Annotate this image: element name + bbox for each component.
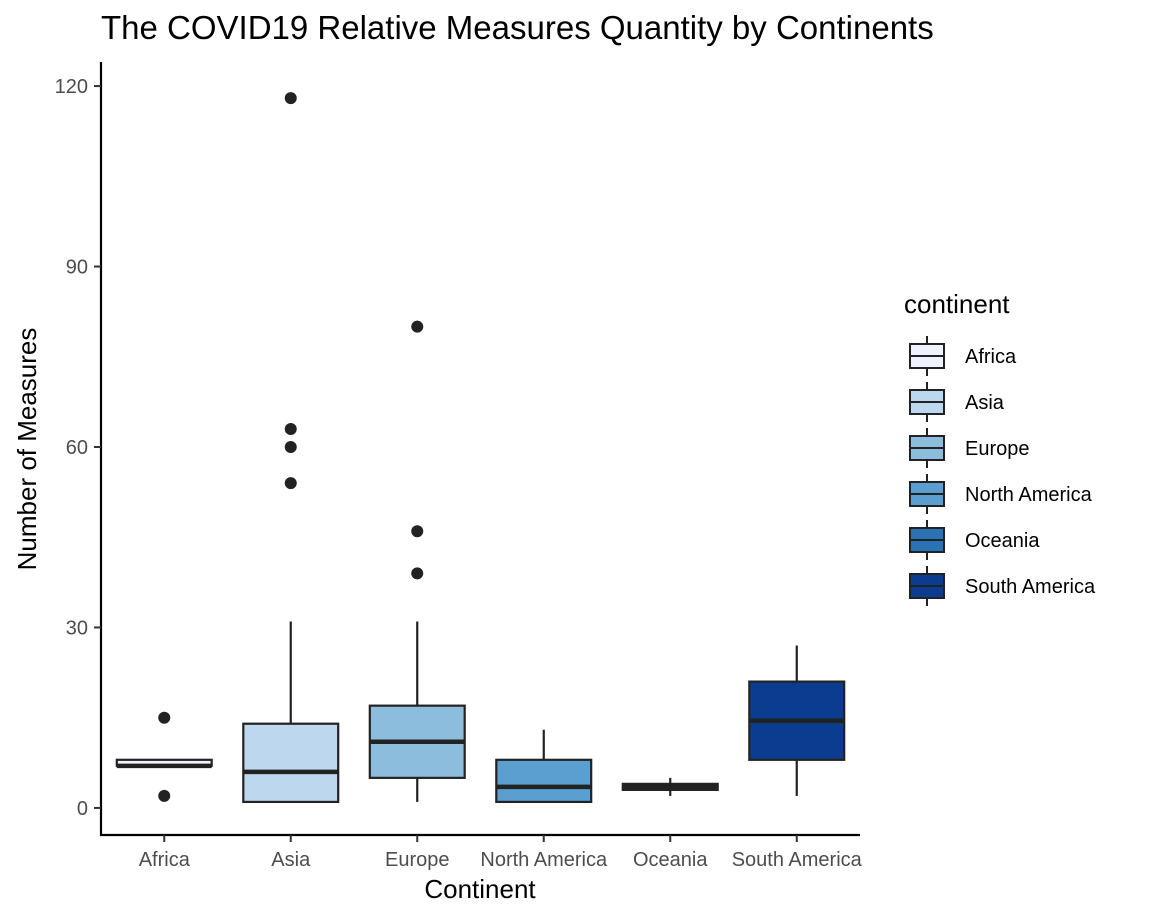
legend: Africa Asia Europe North America Oceania Sout… [909, 336, 1096, 606]
outlier-point [284, 92, 297, 105]
box-oceania [621, 777, 719, 796]
legend-label: Europe [965, 438, 1030, 460]
outlier-point [411, 320, 424, 333]
y-tick-label: 0 [77, 798, 88, 820]
x-tick-label: Oceania [633, 849, 708, 871]
x-axis-title: Continent [424, 874, 536, 904]
legend-label: Asia [965, 392, 1005, 414]
legend-item-north-america: North America [909, 474, 1093, 514]
outlier-point [284, 422, 297, 435]
outlier-point [411, 525, 424, 538]
chart-title: The COVID19 Relative Measures Quantity b… [101, 9, 934, 46]
legend-label: South America [965, 576, 1096, 598]
outlier-point [284, 477, 297, 490]
x-tick-label: Europe [385, 849, 450, 871]
x-tick-label: South America [732, 849, 863, 871]
y-tick-label: 90 [66, 257, 88, 279]
legend-item-oceania: Oceania [909, 520, 1040, 560]
y-tick-label: 60 [66, 437, 88, 459]
legend-label: North America [965, 484, 1093, 506]
x-tick-label: North America [480, 849, 608, 871]
box-africa [115, 711, 213, 802]
legend-title: continent [904, 289, 1010, 319]
outlier-point [158, 789, 171, 802]
axes: 0 30 60 90 120 Africa Asia Europe North America O… [55, 62, 863, 871]
legend-item-asia: Asia [909, 382, 1005, 422]
box-body [242, 722, 340, 804]
box-asia [242, 92, 340, 804]
legend-item-africa: Africa [909, 336, 1017, 376]
legend-item-europe: Europe [909, 428, 1030, 468]
outlier-point [158, 711, 171, 724]
legend-label: Oceania [965, 530, 1040, 552]
box-north-america [495, 729, 593, 804]
y-tick-label: 30 [66, 617, 88, 639]
y-axis-title: Number of Measures [12, 328, 42, 571]
plot-area [115, 92, 846, 804]
x-tick-label: Asia [271, 849, 311, 871]
legend-item-south-america: South America [909, 566, 1096, 606]
outlier-point [411, 567, 424, 580]
outlier-point [284, 440, 297, 453]
box-europe [368, 320, 466, 802]
y-tick-label: 120 [55, 76, 88, 98]
box-body [495, 758, 593, 804]
x-tick-label: Africa [139, 849, 191, 871]
box-south-america [748, 645, 846, 796]
legend-label: Africa [965, 346, 1017, 368]
